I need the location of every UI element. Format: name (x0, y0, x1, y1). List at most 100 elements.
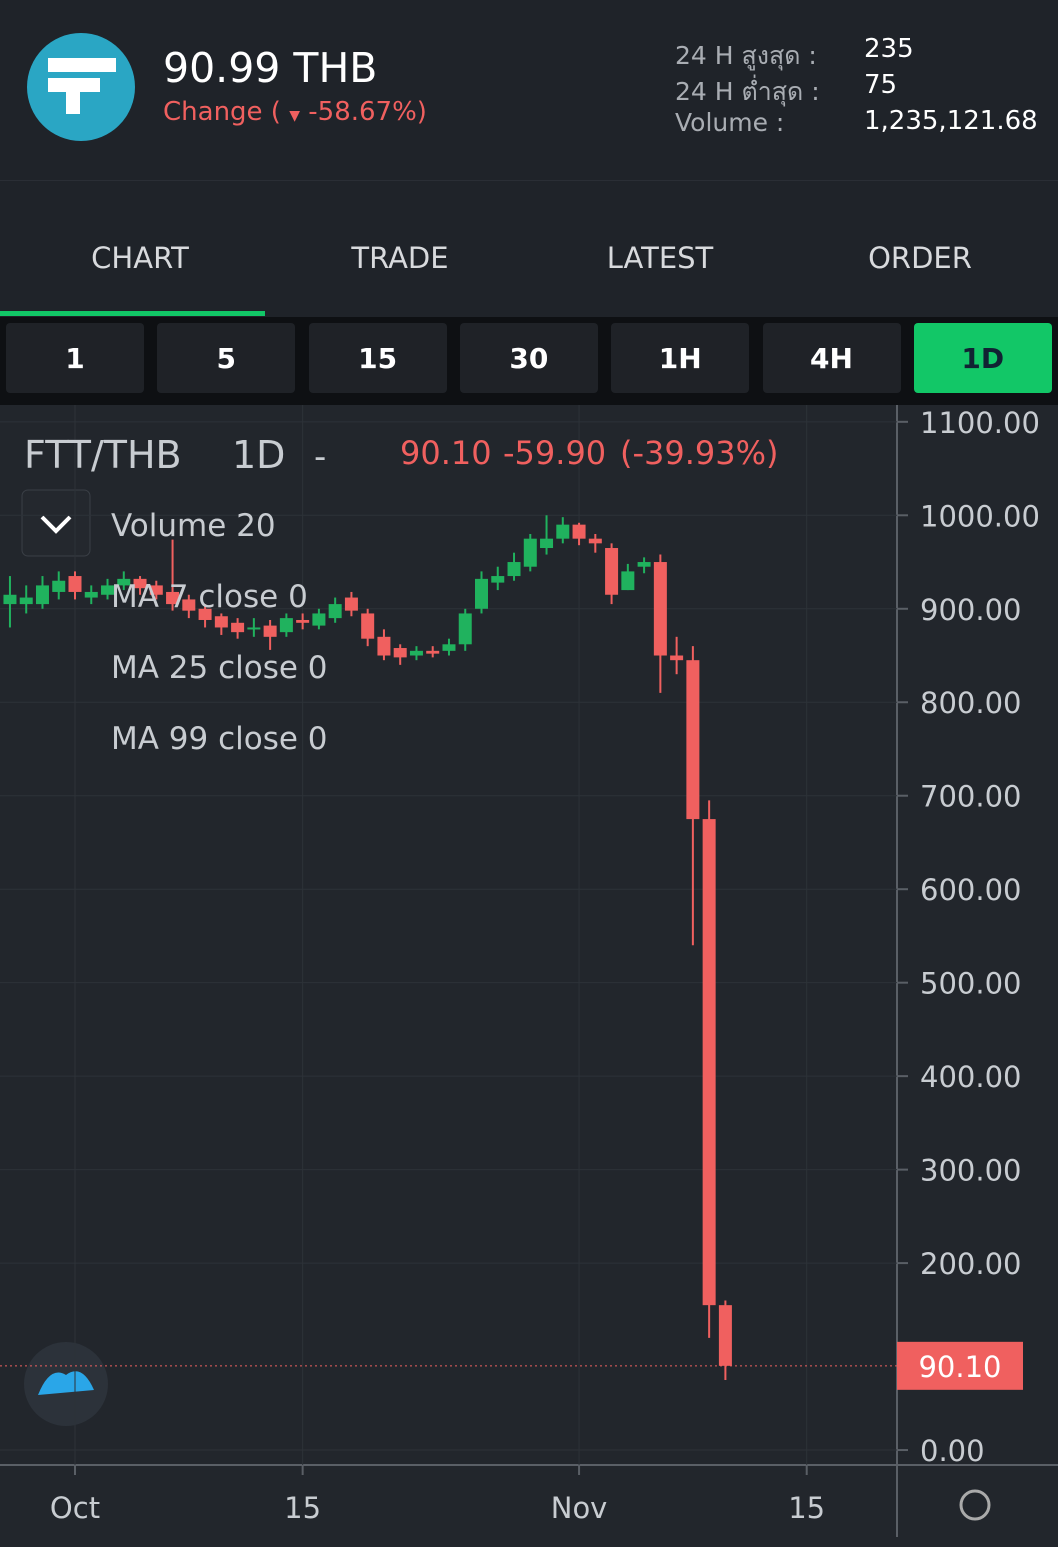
candle-body (426, 650, 440, 654)
interval: 1D (232, 433, 285, 477)
chart: 0.00 200.00 300.00 400.00 500.00 600.00 700.00… (0, 405, 1058, 1547)
interval-button[interactable]: 1 (6, 323, 144, 393)
change: Change ( ▼ -58.67%) (163, 97, 427, 127)
candle-body (263, 625, 277, 637)
candle-body (101, 585, 115, 595)
stat-value: 235 (864, 34, 914, 64)
y-tick-label: 0.00 (920, 1434, 985, 1468)
candle-body (605, 548, 619, 595)
interval-button[interactable]: 30 (459, 323, 598, 393)
candle-body (182, 599, 196, 611)
candle-body (361, 613, 375, 639)
indicator: MA 25 close 0 (111, 650, 328, 686)
candle-body (442, 644, 456, 651)
candle-body (247, 627, 261, 630)
change: -59.90 (503, 434, 606, 472)
candle-body (621, 571, 635, 591)
candle-body (328, 604, 342, 619)
y-tick-label: 1000.00 (920, 499, 1040, 533)
candle-body (231, 622, 245, 633)
x-tick-label: 15 (788, 1491, 825, 1525)
candle-body (556, 524, 570, 539)
x-tick-label: Oct (50, 1491, 100, 1525)
candle-body (198, 608, 212, 620)
indicator: MA 7 close 0 (111, 579, 308, 615)
candle-body (214, 616, 228, 628)
symbol: FTT/THB (24, 433, 182, 477)
candle-body (35, 585, 49, 605)
candle-body (540, 538, 554, 549)
candle-body (133, 578, 147, 589)
candle-body (84, 591, 98, 598)
candle-body (296, 619, 310, 623)
tab-bar: CHART TRADE LATEST ORDER (0, 181, 1058, 317)
tab[interactable]: LATEST (606, 241, 714, 275)
interval-bar: 1 5 15 30 1H 4H 1D (0, 317, 1058, 405)
interval-button[interactable]: 15 (308, 323, 447, 393)
separator: - (314, 437, 326, 477)
candle-body (393, 648, 407, 658)
stat-value: 1,235,121.68 (864, 106, 1038, 136)
candle-body (458, 613, 472, 645)
down-arrow: ▼ (289, 108, 300, 124)
stat-value: 75 (864, 70, 898, 100)
candle-body (702, 819, 716, 1306)
stat-label: Volume : (675, 108, 785, 137)
y-tick-label: 1100.00 (920, 406, 1040, 440)
y-tick-label: 600.00 (920, 873, 1021, 907)
last-price: 90.10 (400, 434, 492, 472)
candle-body (409, 650, 423, 656)
candle-body (166, 591, 180, 605)
y-tick-label: 500.00 (920, 967, 1021, 1001)
candle-body (19, 597, 33, 605)
tab-indicator (0, 311, 265, 316)
indicator: Volume 20 (111, 508, 276, 544)
candle-body (475, 578, 488, 609)
change-value: -58.67%) (308, 97, 427, 127)
candle-body (637, 562, 651, 567)
indicator: MA 99 close 0 (111, 721, 328, 757)
interval-button[interactable]: 1H (611, 323, 750, 393)
candle-body (279, 618, 293, 633)
candle-body (588, 538, 602, 544)
last-price-label: 90.10 (918, 1350, 1001, 1384)
interval-button[interactable]: 4H (762, 323, 901, 393)
y-tick-label: 300.00 (920, 1154, 1021, 1188)
y-tick-label: 200.00 (920, 1247, 1021, 1281)
y-tick-label: 700.00 (920, 780, 1021, 814)
y-tick-label: 800.00 (920, 686, 1021, 720)
y-tick-label: 400.00 (920, 1060, 1021, 1094)
tab[interactable]: CHART (91, 241, 189, 275)
candle-body (117, 578, 131, 586)
candle-body (68, 576, 82, 592)
candle-body (52, 580, 66, 592)
candle-body (312, 613, 326, 626)
last-price-box (897, 1341, 1023, 1390)
candle-body (377, 636, 391, 656)
candle-body (572, 524, 586, 539)
candle-body (507, 562, 521, 577)
logo (27, 33, 135, 141)
interval-button[interactable]: 1D (913, 323, 1052, 393)
candle-body (686, 660, 700, 820)
candle-body (149, 585, 163, 595)
y-tick-label: 900.00 (920, 593, 1021, 627)
candle-body (491, 576, 505, 583)
header: 90.99 THB Change ( ▼ -58.67%) 24 H สูงสุ… (0, 0, 1058, 181)
change-pct: (-39.93%) (620, 434, 779, 472)
candle-body (344, 597, 358, 611)
interval-button[interactable]: 5 (157, 323, 296, 393)
stat-label: 24 H สูงสุด : (675, 41, 817, 70)
candle-body (670, 655, 684, 661)
x-tick-label: Nov (551, 1491, 608, 1525)
candle-body (523, 538, 537, 567)
price: 90.99 THB (163, 44, 378, 92)
candle-body (3, 594, 17, 605)
candle-body (718, 1305, 732, 1366)
stat-label: 24 H ต่ำสุด : (675, 77, 820, 106)
tab[interactable]: TRADE (351, 241, 449, 275)
change-label: Change ( (163, 97, 281, 127)
candle-body (653, 562, 667, 656)
tab[interactable]: ORDER (868, 241, 972, 275)
